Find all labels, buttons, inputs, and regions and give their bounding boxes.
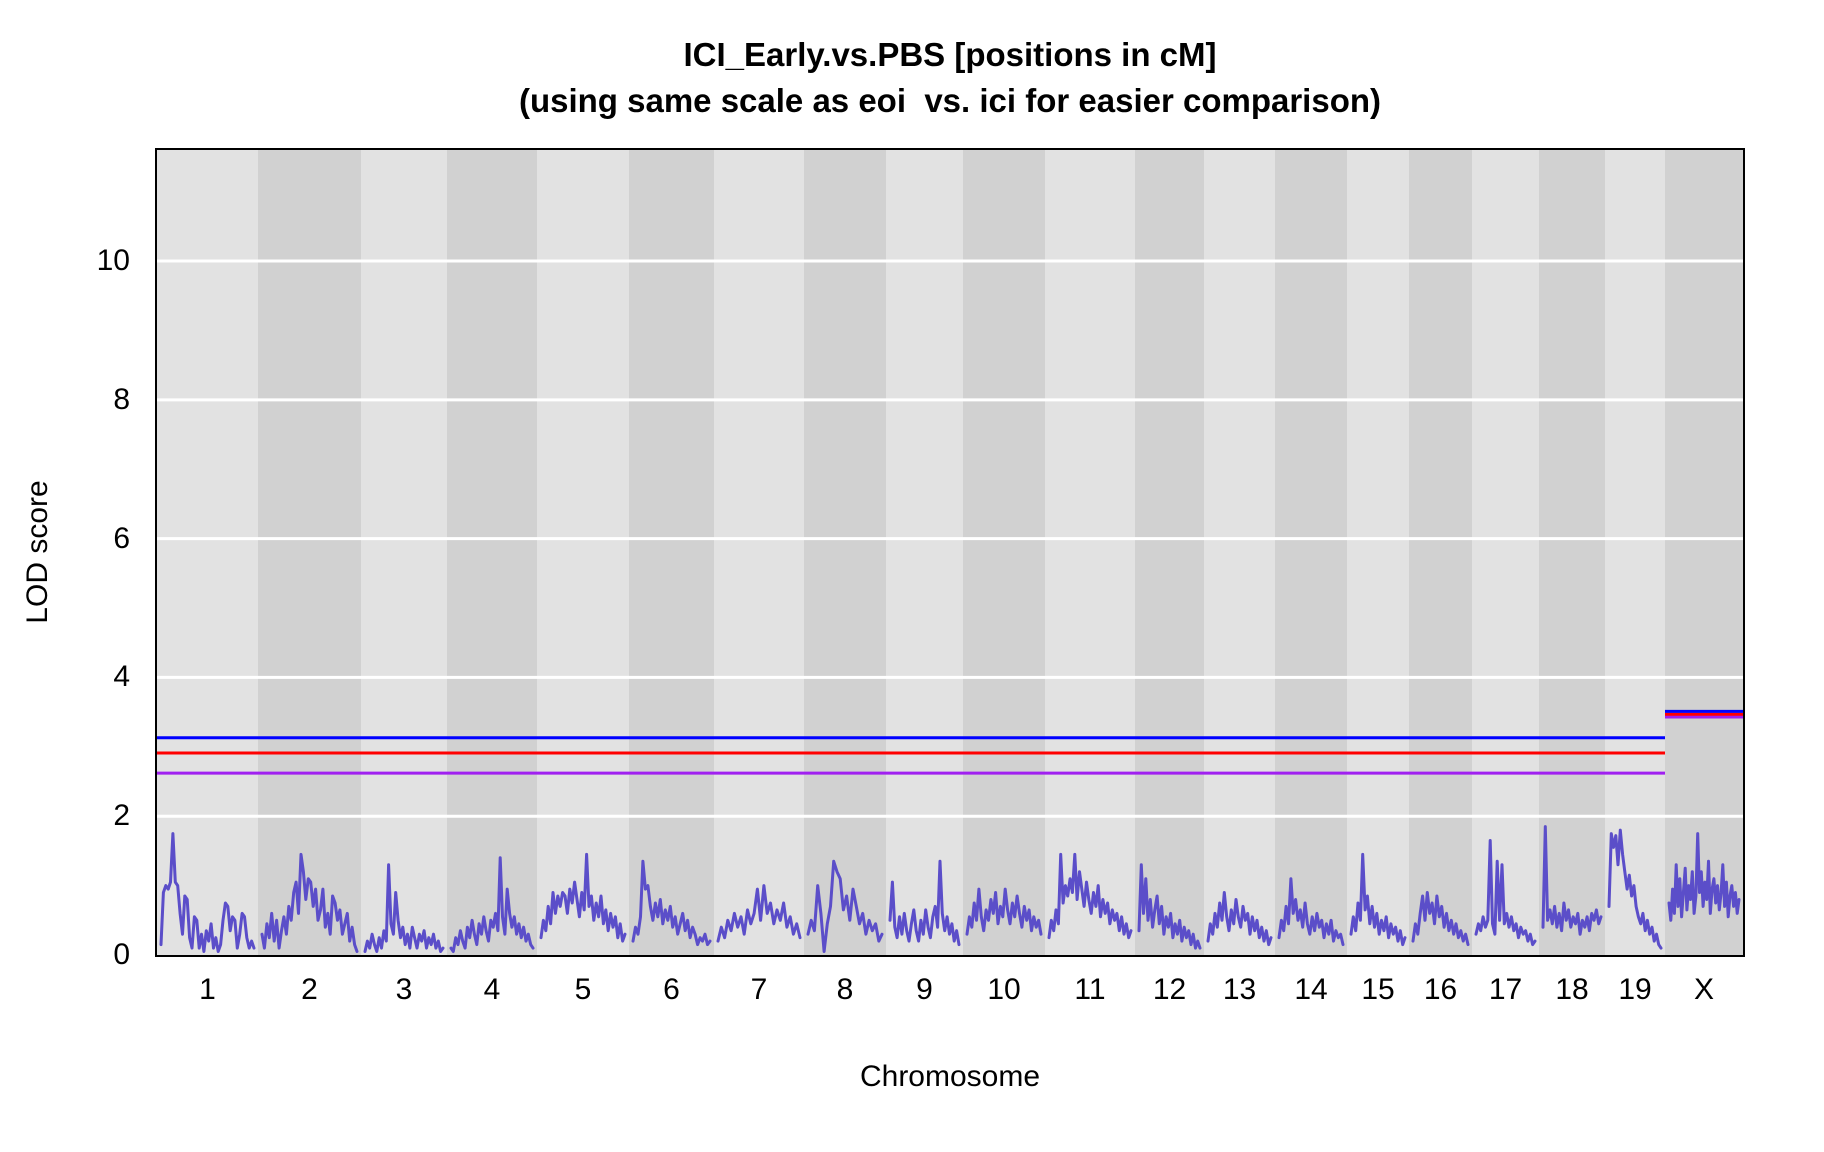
x-axis-label: Chromosome [859,1060,1041,1093]
chromosome-band-4 [447,150,537,955]
chromosome-band-9 [886,150,963,955]
x-tick-label-2: 2 [301,973,318,1006]
lod-curve-chr8 [806,859,884,953]
chromosome-band-10 [963,150,1045,955]
lod-curve-chr3 [363,863,445,953]
lod-curve-chr5 [539,852,627,943]
chart-title: ICI_Early.vs.PBS [positions in cM] [683,36,1217,73]
lod-curve-chr6 [631,859,712,947]
x-tick-label-6: 6 [663,973,680,1006]
chromosome-band-6 [629,150,714,955]
lod-curve-chr14 [1277,877,1345,947]
x-tick-label-1: 1 [199,973,216,1006]
chromosome-band-16 [1409,150,1472,955]
plot-area [157,150,1743,955]
chromosome-band-2 [258,150,361,955]
x-tick-label-19: 19 [1618,973,1652,1006]
x-tick-label-12: 12 [1152,973,1187,1006]
lod-curve-chr11 [1047,852,1133,940]
x-tick-label-17: 17 [1488,973,1523,1006]
y-tick-label-6: 6 [113,521,130,555]
lod-curve-chr18 [1541,825,1603,936]
y-tick-label-8: 8 [113,382,130,416]
lod-curve-chr15 [1349,852,1407,947]
chromosome-band-14 [1275,150,1347,955]
chromosome-band-5 [537,150,629,955]
x-tick-label-3: 3 [395,973,413,1006]
chromosome-band-1 [157,150,258,955]
lod-curve-chr7 [716,884,802,943]
x-tick-label-8: 8 [836,973,854,1006]
lod-curve-chr2 [260,852,359,953]
x-tick-label-5: 5 [574,973,592,1006]
x-tick-label-14: 14 [1294,973,1328,1006]
lod-curve-chr16 [1411,891,1470,947]
chromosome-band-19 [1605,150,1665,955]
y-tick-label-10: 10 [96,244,130,278]
x-tick-label-9: 9 [916,973,933,1006]
x-tick-label-16: 16 [1423,973,1458,1006]
chromosome-band-17 [1472,150,1539,955]
chromosome-band-13 [1204,150,1275,955]
y-tick-label-0: 0 [113,938,130,971]
x-tick-label-10: 10 [987,973,1021,1006]
x-tick-label-18: 18 [1555,973,1589,1006]
chromosome-band-18 [1539,150,1605,955]
x-tick-label-15: 15 [1361,973,1395,1006]
lod-curve-chr1 [159,832,256,953]
x-tick-label-7: 7 [750,973,768,1006]
y-axis-label: LOD score [21,480,54,624]
lod-curve-chr10 [965,887,1043,936]
x-tick-label-11: 11 [1074,973,1106,1006]
x-tick-label-X: X [1693,973,1714,1006]
y-tick-label-2: 2 [113,799,130,833]
chromosome-band-8 [804,150,886,955]
lod-curve-chr4 [449,856,535,953]
chromosome-band-12 [1135,150,1204,955]
chart-subtitle: (using same scale as eoi vs. ici for eas… [518,82,1382,119]
lod-curve-chr19 [1607,828,1663,950]
x-tick-label-13: 13 [1222,973,1257,1006]
chromosome-band-11 [1045,150,1135,955]
lod-curve-chr17 [1474,839,1537,947]
lod-curve-chr13 [1206,891,1273,947]
lod-curve-chr12 [1137,863,1202,950]
plot-frame [155,148,1745,957]
x-tick-label-4: 4 [483,973,501,1006]
lod-curve-chrX [1667,832,1741,922]
chromosome-band-X [1665,150,1743,955]
y-tick-label-4: 4 [113,660,130,694]
chromosome-band-7 [714,150,804,955]
lod-curve-chr9 [888,859,961,947]
chromosome-band-15 [1347,150,1409,955]
chromosome-band-3 [361,150,447,955]
